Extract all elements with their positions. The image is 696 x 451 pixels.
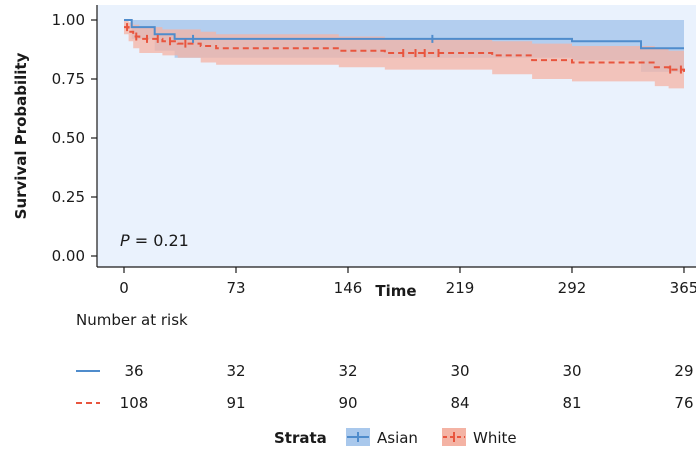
- risk-count-asian: 32: [338, 362, 357, 380]
- survival-curve-asian: [124, 19, 684, 50]
- legend-title: Strata: [274, 429, 327, 447]
- y-tick-label: 0.75: [52, 70, 85, 88]
- survival-curve-white: [124, 26, 685, 72]
- p-value-symbol: P: [120, 231, 130, 250]
- risk-table: 36 32 32 30 30 29 108 91 90 84 81 76: [76, 362, 694, 412]
- survival-curves: [124, 19, 685, 72]
- risk-count-asian: 36: [124, 362, 143, 380]
- legend-key-asian: [346, 428, 370, 446]
- y-tick-label: 0.50: [52, 129, 85, 147]
- x-tick-label: 0: [119, 279, 129, 297]
- legend-key-white: [442, 428, 466, 446]
- y-tick-label: 1.00: [52, 11, 85, 29]
- risk-count-white: 84: [450, 394, 469, 412]
- risk-count-asian: 29: [674, 362, 693, 380]
- risk-count-white: 91: [226, 394, 245, 412]
- p-value-annotation: P = 0.21: [120, 231, 189, 250]
- x-tick-label: 146: [334, 279, 363, 297]
- risk-count-white: 90: [338, 394, 357, 412]
- x-tick-label: 365: [670, 279, 696, 297]
- risk-count-asian: 30: [562, 362, 581, 380]
- y-axis-ticks: 0.00 0.25 0.50 0.75 1.00: [52, 11, 97, 265]
- y-tick-label: 0.00: [52, 247, 85, 265]
- x-tick-label: 219: [446, 279, 475, 297]
- x-tick-label: 73: [226, 279, 245, 297]
- risk-count-asian: 32: [226, 362, 245, 380]
- risk-table-title: Number at risk: [76, 311, 188, 329]
- legend-label-asian: Asian: [377, 429, 418, 447]
- y-tick-label: 0.25: [52, 188, 85, 206]
- risk-count-white: 108: [120, 394, 149, 412]
- risk-count-white: 81: [562, 394, 581, 412]
- x-axis-ticks: 0 73 146 219 292 365: [119, 267, 696, 297]
- legend: Strata Asian White: [274, 428, 517, 447]
- censor-marks: [126, 23, 682, 74]
- p-value-text: = 0.21: [130, 231, 189, 250]
- legend-label-white: White: [473, 429, 517, 447]
- x-tick-label: 292: [558, 279, 587, 297]
- risk-count-white: 76: [674, 394, 693, 412]
- x-axis-title: Time: [375, 282, 416, 300]
- y-axis-title: Survival Probability: [12, 52, 30, 219]
- risk-count-asian: 30: [450, 362, 469, 380]
